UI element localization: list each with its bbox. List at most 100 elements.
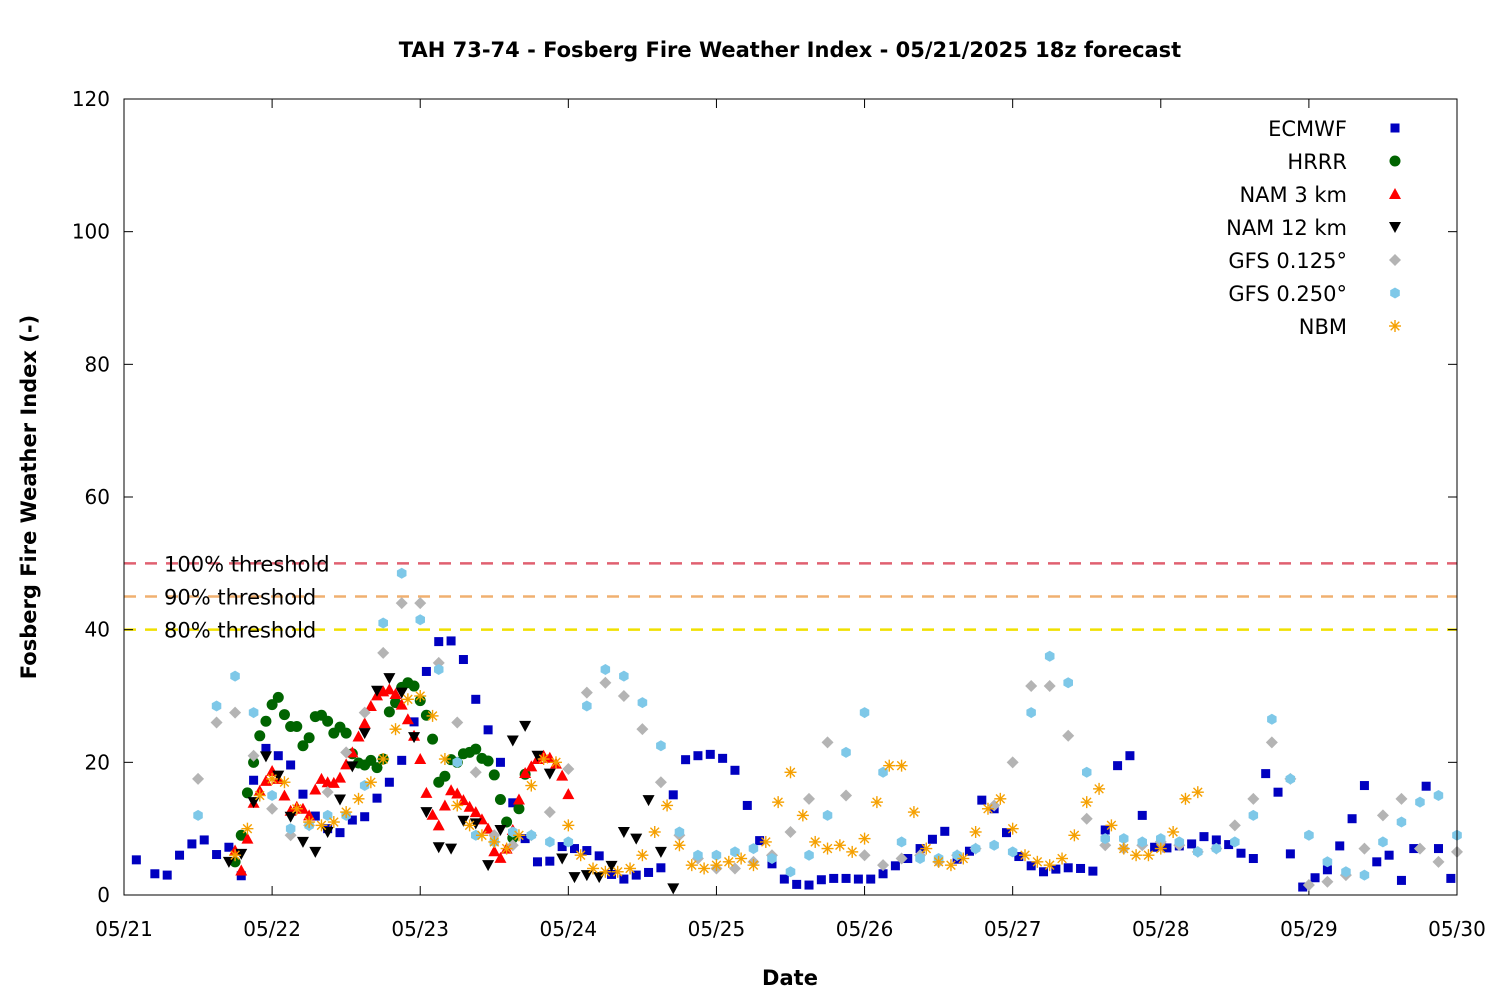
- data-point: [940, 826, 950, 836]
- data-point: [1100, 833, 1110, 845]
- data-point: [272, 691, 284, 703]
- data-point: [1117, 842, 1130, 855]
- data-point: [1224, 840, 1234, 850]
- data-point: [718, 753, 728, 763]
- marker-stroke: [588, 863, 598, 874]
- data-point: [471, 694, 481, 704]
- data-point: [1174, 836, 1185, 848]
- data-point: [1088, 866, 1098, 876]
- data-point: [895, 852, 908, 865]
- data-point: [617, 690, 630, 702]
- data-point: [241, 832, 254, 844]
- data-point: [648, 825, 661, 838]
- threshold-label: 100% threshold: [164, 552, 330, 576]
- data-point: [236, 871, 246, 881]
- data-point: [401, 693, 414, 706]
- data-point: [896, 836, 907, 848]
- data-point: [322, 715, 334, 727]
- data-point: [446, 636, 456, 646]
- data-point: [371, 762, 383, 774]
- legend-marker: [1389, 155, 1401, 167]
- data-point: [395, 597, 408, 610]
- data-point: [383, 673, 396, 685]
- data-point: [259, 751, 272, 763]
- legend-marker: [1389, 320, 1401, 332]
- data-point: [414, 597, 427, 610]
- data-point: [630, 833, 643, 845]
- data-point: [469, 818, 482, 830]
- data-point: [426, 709, 439, 722]
- data-point: [772, 796, 785, 809]
- data-point: [667, 883, 680, 895]
- marker-stroke: [995, 794, 1006, 804]
- data-point: [261, 743, 271, 753]
- data-point: [580, 686, 593, 699]
- data-point: [192, 772, 205, 785]
- marker-stroke: [1390, 321, 1400, 331]
- data-point: [352, 730, 365, 742]
- data-point: [296, 836, 309, 848]
- marker-stroke: [230, 850, 240, 860]
- data-point: [877, 859, 890, 872]
- data-point: [570, 844, 580, 854]
- data-point: [260, 715, 272, 727]
- data-point: [253, 789, 266, 802]
- marker-stroke: [674, 840, 685, 851]
- data-point: [767, 853, 777, 864]
- y-tick-label: 60: [85, 485, 110, 509]
- data-point: [1080, 812, 1093, 825]
- data-point: [365, 754, 377, 766]
- marker-stroke: [761, 837, 771, 847]
- data-point: [562, 819, 575, 832]
- data-point: [582, 846, 592, 856]
- data-point: [1125, 751, 1135, 761]
- data-point: [1191, 786, 1204, 799]
- data-point: [247, 797, 260, 809]
- data-point: [1156, 833, 1166, 845]
- data-point: [451, 716, 464, 729]
- data-point: [747, 859, 760, 872]
- data-point: [519, 720, 532, 732]
- threshold-label: 80% threshold: [164, 619, 316, 643]
- data-point: [970, 843, 981, 855]
- data-point: [545, 856, 555, 866]
- axis-ticks: 0 20 40 60 80 100 120 05/21 05/22 05/23 05/24 05/25…: [72, 87, 1486, 941]
- data-point: [248, 707, 259, 719]
- marker-stroke: [612, 866, 623, 877]
- data-point: [1001, 828, 1011, 838]
- data-point: [408, 732, 421, 744]
- data-point: [735, 852, 748, 865]
- data-point: [229, 849, 242, 862]
- data-point: [266, 772, 279, 785]
- data-point: [346, 761, 359, 773]
- data-point: [1093, 782, 1106, 795]
- data-point: [377, 753, 390, 766]
- y-tick-label: 120: [72, 87, 110, 111]
- data-point: [915, 844, 925, 854]
- marker-stroke: [1044, 860, 1055, 870]
- marker-stroke: [872, 797, 882, 807]
- marker-stroke: [1106, 820, 1117, 831]
- data-point: [705, 749, 715, 759]
- data-point: [1119, 833, 1129, 845]
- data-point: [668, 790, 678, 800]
- x-axis-label: Date: [762, 966, 818, 990]
- marker-stroke: [699, 863, 709, 874]
- y-tick-label: 100: [72, 220, 110, 244]
- data-point: [549, 756, 562, 769]
- data-point: [340, 746, 353, 759]
- marker-stroke: [859, 833, 870, 844]
- data-point: [711, 849, 722, 861]
- data-point: [458, 655, 468, 665]
- x-tick-label: 05/28: [1132, 917, 1190, 941]
- data-point: [883, 759, 896, 772]
- data-point: [445, 843, 458, 855]
- data-point: [1396, 875, 1406, 885]
- data-point: [340, 727, 352, 739]
- data-point: [599, 676, 612, 689]
- data-point: [358, 706, 371, 719]
- legend-marker: [1389, 222, 1401, 233]
- marker-stroke: [785, 767, 796, 778]
- data-point: [821, 842, 834, 855]
- data-point: [759, 835, 772, 848]
